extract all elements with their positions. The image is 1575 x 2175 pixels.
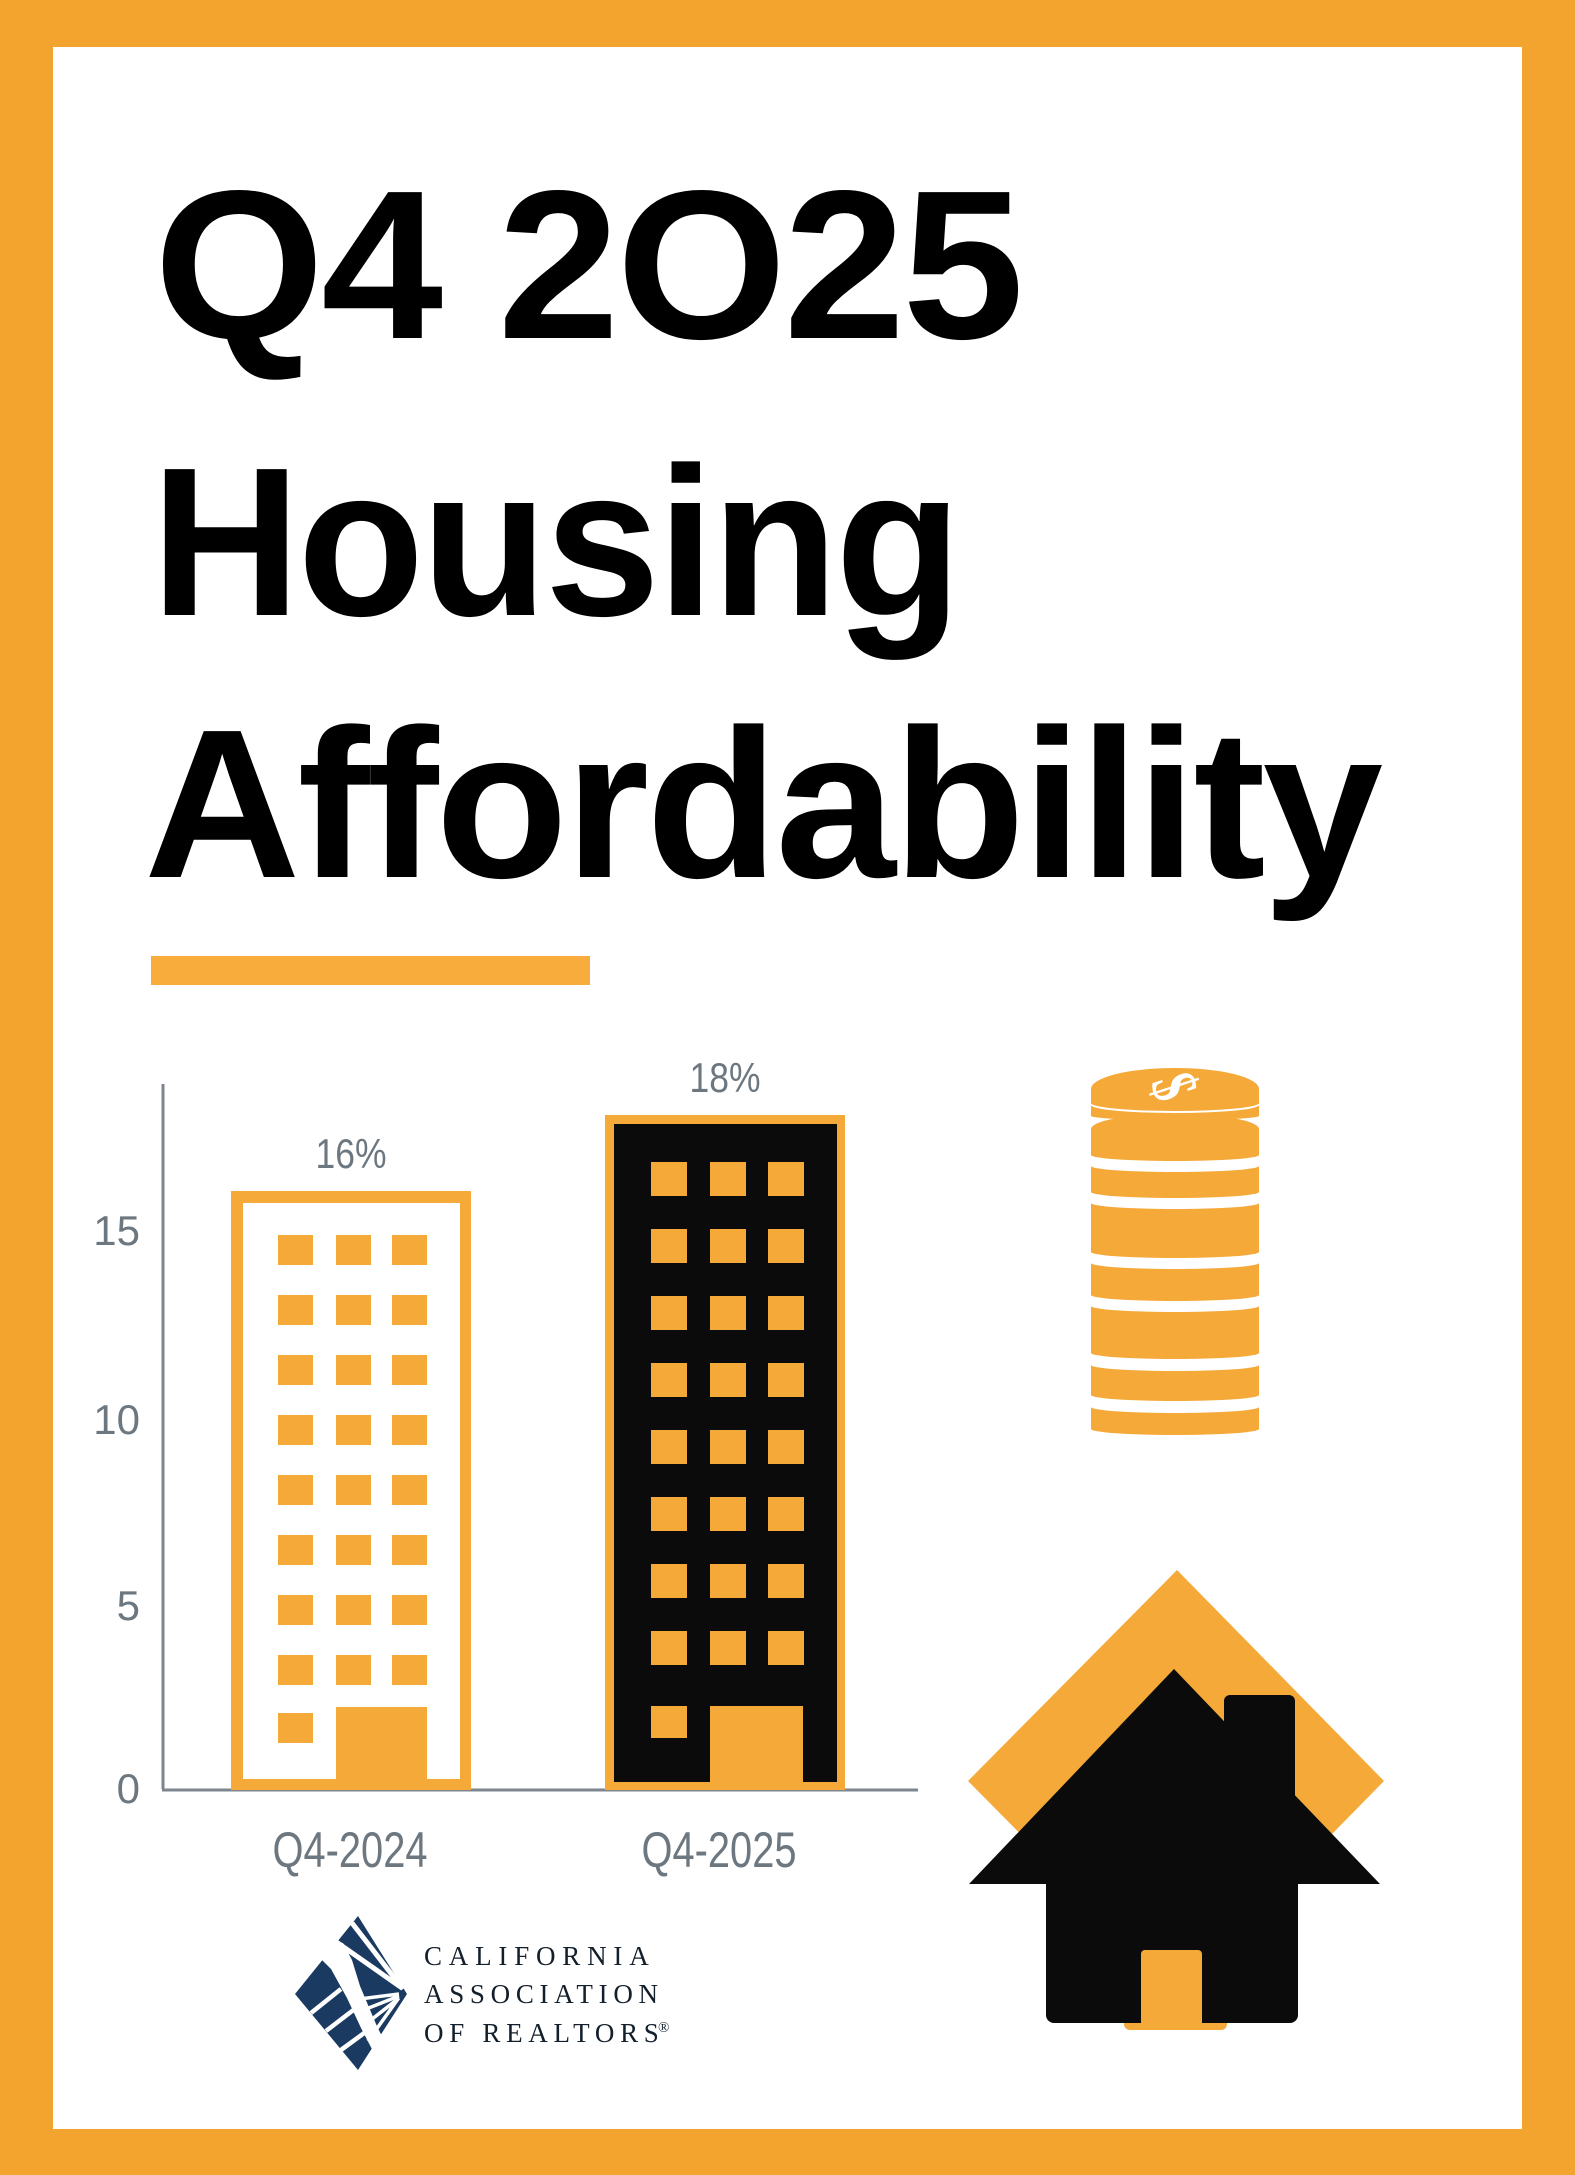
svg-text:Q4-2024: Q4-2024 — [273, 1822, 428, 1878]
svg-text:0: 0 — [117, 1765, 140, 1812]
svg-text:16%: 16% — [316, 1130, 387, 1177]
svg-text:Q4-2025: Q4-2025 — [642, 1822, 797, 1878]
svg-text:CALIFORNIA: CALIFORNIA — [424, 1941, 656, 1971]
svg-text:ASSOCIATION: ASSOCIATION — [424, 1979, 664, 2009]
svg-text:15: 15 — [93, 1207, 140, 1254]
svg-text:OF REALTORS: OF REALTORS — [424, 2018, 665, 2048]
svg-text:®: ® — [658, 2020, 669, 2036]
svg-text:10: 10 — [93, 1396, 140, 1443]
svg-text:5: 5 — [117, 1582, 140, 1629]
svg-text:18%: 18% — [690, 1054, 761, 1101]
